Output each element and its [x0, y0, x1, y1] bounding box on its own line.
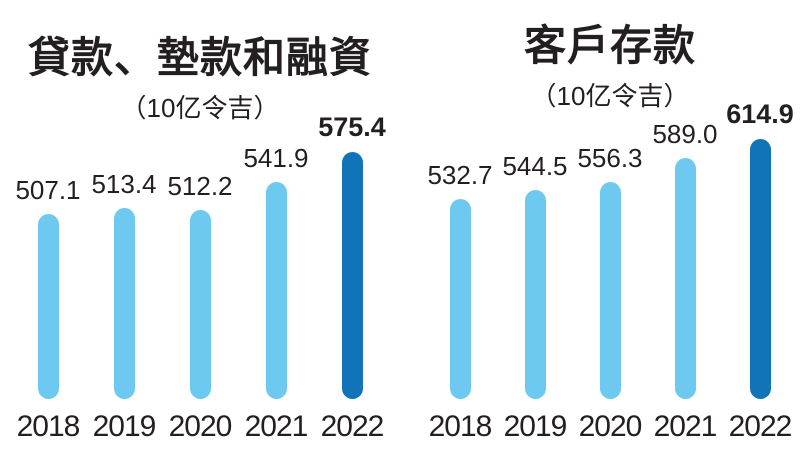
x-axis-label: 2021 — [244, 410, 309, 443]
bar-column: 575.4 2022 — [316, 113, 388, 443]
chart-subtitle: （10亿令吉） — [120, 93, 280, 124]
bar-column: 541.9 2021 — [240, 144, 312, 443]
bar — [599, 182, 621, 399]
x-axis-label: 2022 — [320, 410, 385, 443]
bar-column: 532.7 2018 — [424, 161, 496, 443]
x-axis-label: 2020 — [168, 410, 233, 443]
bar-value-label: 513.4 — [91, 169, 157, 200]
bar-value-label: 541.9 — [243, 143, 309, 174]
x-axis-label: 2018 — [16, 410, 81, 443]
bar — [265, 182, 287, 399]
bar-column: 507.1 2018 — [12, 176, 84, 443]
x-axis-label: 2022 — [728, 410, 793, 443]
x-axis-label: 2020 — [578, 410, 643, 443]
bar-value-label: 512.2 — [167, 171, 233, 202]
bar-value-label: 507.1 — [15, 175, 81, 206]
bar-column: 556.3 2020 — [574, 144, 646, 443]
chart-loans-advances-financing: 貸款、墊款和融資 （10亿令吉） 507.1 2018 513.4 2019 512.2… — [12, 0, 388, 454]
x-axis-label: 2021 — [653, 410, 718, 443]
bar-plot: 532.7 2018 544.5 2019 556.3 2020 589.0 2021 614.… — [424, 100, 796, 443]
bar — [37, 214, 59, 399]
bar-value-label: 614.9 — [726, 99, 794, 130]
chart-subtitle: （10亿令吉） — [530, 81, 690, 112]
bar-value-label: 575.4 — [318, 112, 386, 143]
bar — [189, 210, 211, 399]
bar — [524, 190, 546, 399]
bar-highlighted — [749, 139, 771, 399]
chart-customer-deposits: 客戶存款 （10亿令吉） 532.7 2018 544.5 2019 556.3 2020… — [424, 0, 796, 454]
bar-column: 544.5 2019 — [499, 152, 571, 443]
bar-column: 513.4 2019 — [88, 170, 160, 443]
bar-value-label: 532.7 — [427, 160, 493, 191]
bar-value-label: 544.5 — [502, 151, 568, 182]
x-axis-label: 2019 — [92, 410, 157, 443]
bar-value-label: 556.3 — [577, 143, 643, 174]
bar-column: 512.2 2020 — [164, 172, 236, 443]
chart-title: 客戶存款 — [523, 22, 696, 69]
bar — [113, 208, 135, 399]
chart-title: 貸款、墊款和融資 — [27, 34, 372, 81]
x-axis-label: 2018 — [428, 410, 493, 443]
bar-column: 589.0 2021 — [649, 120, 721, 443]
x-axis-label: 2019 — [503, 410, 568, 443]
bar — [674, 158, 696, 399]
bar-value-label: 589.0 — [652, 119, 718, 150]
bar-plot: 507.1 2018 513.4 2019 512.2 2020 541.9 2021 575.… — [12, 113, 388, 443]
bar — [449, 199, 471, 399]
bar-column: 614.9 2022 — [724, 100, 796, 443]
bar-highlighted — [341, 152, 363, 399]
